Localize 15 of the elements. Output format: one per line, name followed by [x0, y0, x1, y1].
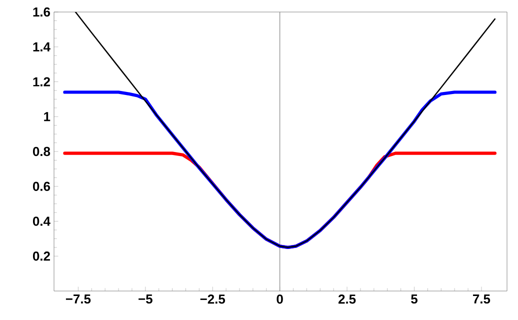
y-tick-label: 1.2: [33, 77, 50, 86]
x-tick-label: −2.5: [200, 294, 226, 304]
x-tick-label: −7.5: [66, 294, 91, 304]
y-tick-label: 0.2: [32, 252, 50, 261]
x-tick-label: 5: [411, 294, 418, 304]
x-tick-label: 0: [276, 294, 283, 304]
y-tick-label: 0.4: [32, 216, 50, 226]
x-tick-label: 2.5: [338, 294, 356, 304]
y-tick-label: 0.6: [32, 182, 50, 191]
y-tick-label: 0.8: [32, 146, 50, 156]
x-tick-label: 7.5: [473, 294, 490, 304]
y-tick-label: 1.4: [33, 42, 50, 52]
y-tick-label: 1: [44, 112, 50, 122]
x-tick-label: −5: [138, 294, 152, 304]
y-tick-label: 1.6: [33, 7, 50, 17]
